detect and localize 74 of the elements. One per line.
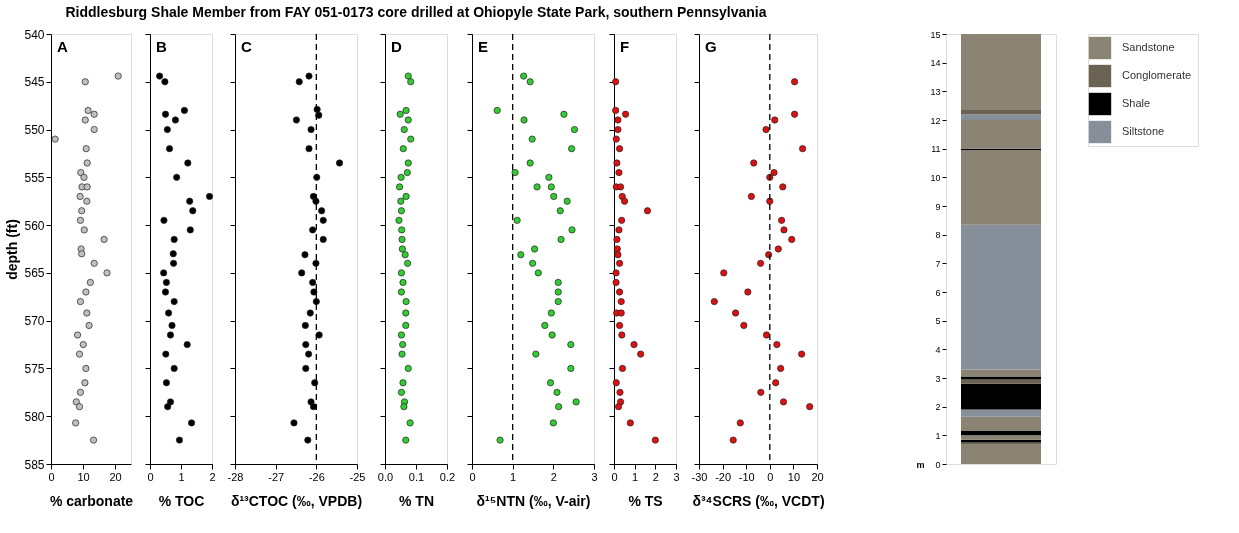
annotation: E xyxy=(478,38,489,55)
y-tick-label: 575 xyxy=(24,361,45,376)
annotation: G xyxy=(705,38,717,55)
x-tick-label: 20 xyxy=(811,470,824,483)
x-tick-label: 0 xyxy=(48,470,55,483)
y-tick-label: 9 xyxy=(935,201,941,212)
x-tick-label: -10 xyxy=(738,470,755,483)
x-tick-label: 0.1 xyxy=(408,470,425,483)
y-tick-label: 12 xyxy=(930,115,941,126)
y-tick-label: 580 xyxy=(24,409,45,424)
y-tick-label: 565 xyxy=(24,266,45,281)
y-tick-label: 555 xyxy=(24,170,45,185)
x-tick-label: 0 xyxy=(767,470,774,483)
annotation: B xyxy=(156,38,167,55)
x-tick-label: 3 xyxy=(591,470,598,483)
y-tick-label: 8 xyxy=(935,230,941,241)
y-axis-title: m xyxy=(916,459,925,470)
y-tick-label: 560 xyxy=(24,218,45,233)
x-tick-label: 1 xyxy=(178,470,185,483)
x-tick-label: -26 xyxy=(308,470,325,483)
y-tick-label: 550 xyxy=(24,123,45,138)
y-tick-label: 13 xyxy=(930,86,941,97)
legend-label: Sandstone xyxy=(1122,41,1175,53)
y-tick-label: 15 xyxy=(930,29,941,40)
legend-label: Shale xyxy=(1122,97,1151,109)
x-axis-title: % carbonate xyxy=(49,492,134,509)
text: Riddlesburg Shale Member from FAY 051-0173 core drilled at Ohiopyle State Park, southern Pennsylvania xyxy=(65,3,767,20)
legend-label: Siltstone xyxy=(1122,125,1165,137)
y-axis-title: depth (ft) xyxy=(4,219,21,280)
x-tick-label: 1 xyxy=(510,470,517,483)
x-tick-label: 2 xyxy=(550,470,557,483)
x-tick-label: 0.0 xyxy=(377,470,394,483)
y-tick-label: 4 xyxy=(935,344,941,355)
x-axis-title: δ¹⁵NTN (‰, V-air) xyxy=(476,492,591,509)
x-tick-label: 10 xyxy=(77,470,90,483)
annotation: F xyxy=(620,38,630,55)
annotation: A xyxy=(57,38,68,55)
y-tick-label: 7 xyxy=(935,258,941,269)
y-tick-label: 1 xyxy=(935,430,941,441)
x-tick-label: -25 xyxy=(349,470,366,483)
y-tick-label: 585 xyxy=(24,457,45,472)
x-tick-label: 0 xyxy=(611,470,618,483)
x-axis-title: % TS xyxy=(628,492,663,509)
y-tick-label: 14 xyxy=(930,58,941,69)
y-tick-label: 6 xyxy=(935,287,941,298)
x-tick-label: -30 xyxy=(691,470,708,483)
y-tick-label: 10 xyxy=(930,172,941,183)
x-axis-title: δ¹³CTOC (‰, VPDB) xyxy=(230,492,363,509)
x-tick-label: 10 xyxy=(787,470,801,483)
x-tick-label: -27 xyxy=(268,470,285,483)
x-tick-label: 1 xyxy=(632,470,639,483)
x-tick-label: 2 xyxy=(652,470,659,483)
y-tick-label: 540 xyxy=(24,27,45,42)
x-axis-title: δ³⁴SCRS (‰, VCDT) xyxy=(692,492,825,509)
x-tick-label: -28 xyxy=(227,470,244,483)
x-tick-label: 0 xyxy=(147,470,154,483)
y-tick-label: 2 xyxy=(935,402,941,413)
y-tick-label: 3 xyxy=(935,373,941,384)
y-tick-label: 5 xyxy=(935,316,941,327)
x-tick-label: -20 xyxy=(715,470,732,483)
annotation: D xyxy=(391,38,402,55)
x-tick-label: 0 xyxy=(469,470,476,483)
y-tick-label: 0 xyxy=(935,459,941,470)
x-axis-title: % TOC xyxy=(158,492,205,509)
x-tick-label: 20 xyxy=(109,470,122,483)
y-tick-label: 570 xyxy=(24,314,45,329)
y-tick-label: 11 xyxy=(931,144,941,155)
annotation: C xyxy=(241,38,252,55)
y-tick-label: 545 xyxy=(24,75,45,90)
x-tick-label: 0.2 xyxy=(439,470,456,483)
x-tick-label: 2 xyxy=(209,470,216,483)
x-axis-title: % TN xyxy=(399,492,434,509)
x-tick-label: 3 xyxy=(673,470,680,483)
legend-label: Conglomerate xyxy=(1122,69,1192,81)
